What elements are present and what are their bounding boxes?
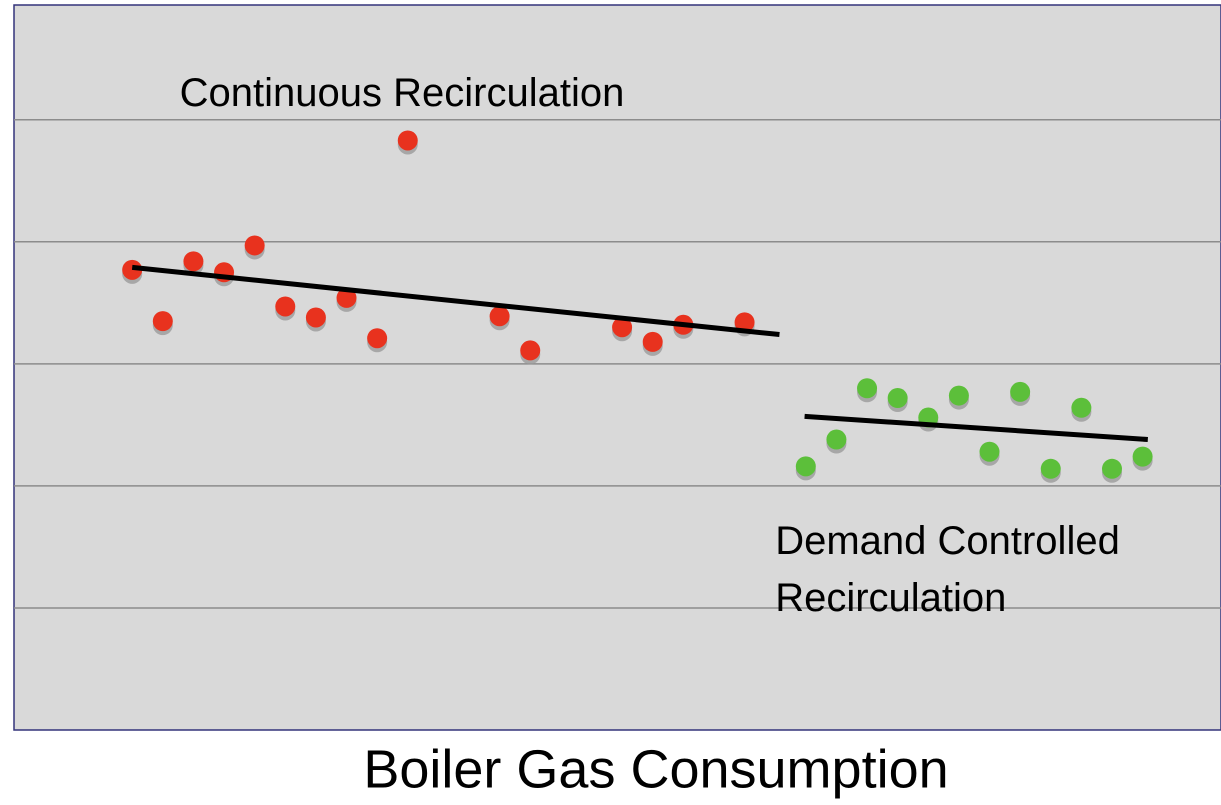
point: [642, 331, 663, 352]
trend-line: [804, 413, 1148, 443]
point: [1010, 381, 1031, 402]
point: [612, 317, 633, 338]
point: [152, 311, 173, 332]
chart-title: Boiler Gas Consumption: [363, 739, 948, 799]
point: [795, 456, 816, 477]
point: [1071, 397, 1092, 418]
point: [183, 251, 204, 272]
point: [520, 340, 541, 361]
point: [244, 235, 265, 256]
point: [1101, 458, 1122, 479]
point: [367, 328, 388, 349]
annotation: Continuous Recirculation: [180, 71, 625, 115]
point: [826, 429, 847, 450]
plot-area: [13, 4, 1221, 731]
point: [1040, 458, 1061, 479]
annotation: Demand Controlled: [775, 519, 1120, 563]
point: [397, 130, 418, 151]
point: [887, 388, 908, 409]
point: [734, 312, 755, 333]
point: [275, 296, 296, 317]
point: [305, 307, 326, 328]
point: [489, 306, 510, 327]
annotation: Recirculation: [775, 576, 1006, 620]
point: [336, 287, 357, 308]
point: [948, 385, 969, 406]
trend-line: [131, 264, 780, 338]
point: [857, 378, 878, 399]
point: [979, 441, 1000, 462]
point: [1132, 446, 1153, 467]
